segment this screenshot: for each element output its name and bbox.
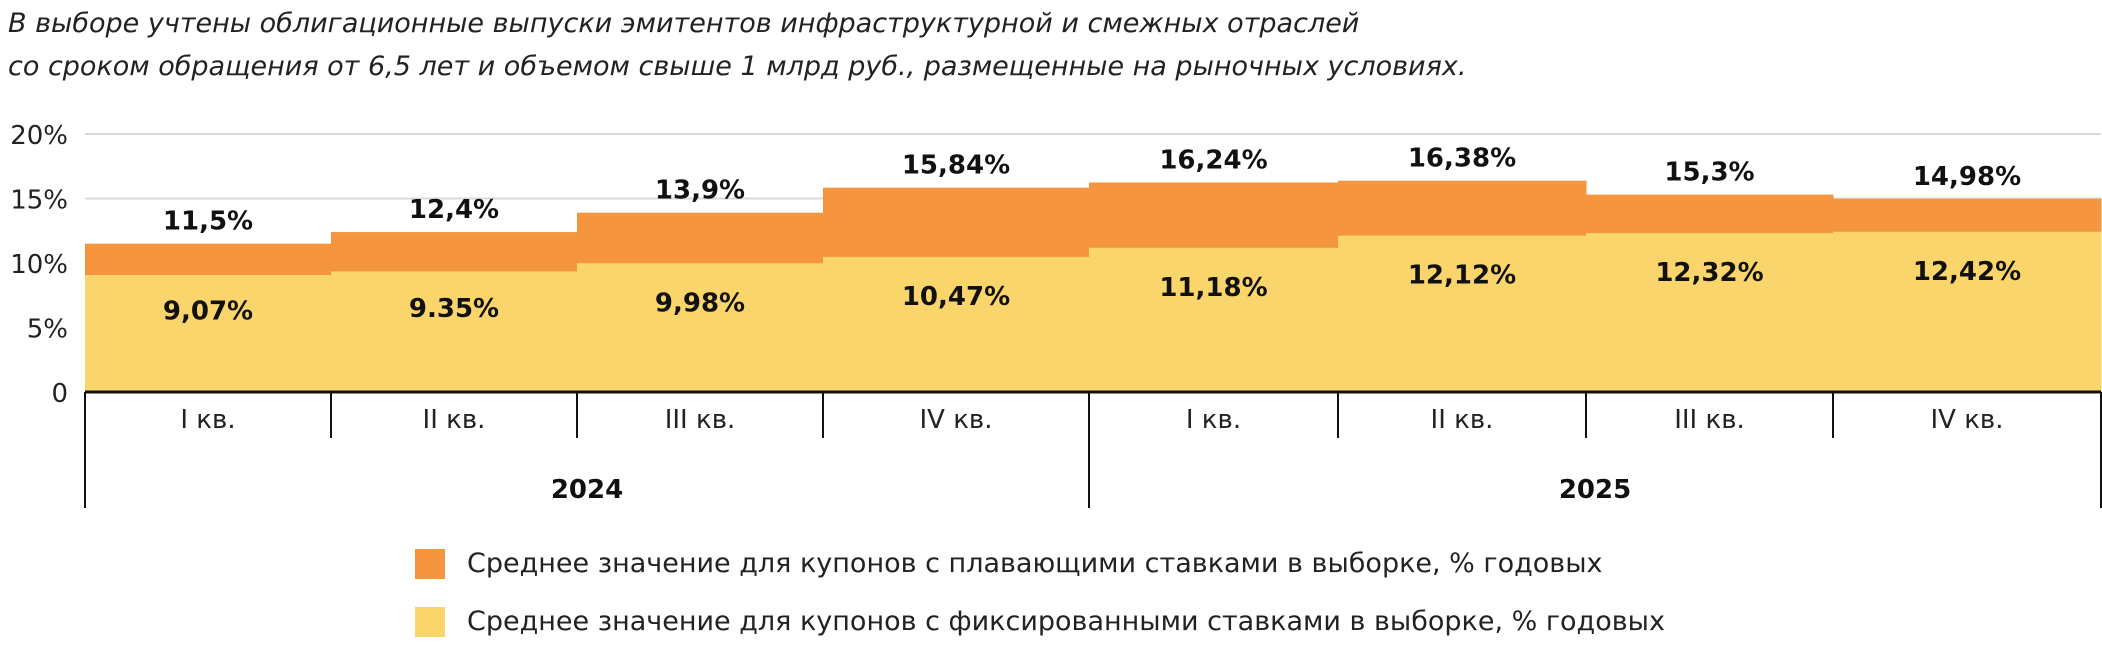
x-tick-label: III кв. xyxy=(1674,405,1745,435)
y-tick-label: 5% xyxy=(27,315,68,345)
legend-swatch-floating xyxy=(415,548,445,579)
floating-data-label: 12,4% xyxy=(409,195,499,225)
fixed-step xyxy=(1338,235,1587,392)
legend-item-floating: Среднее значение для купонов с плавающим… xyxy=(415,548,1603,579)
y-tick-label: 15% xyxy=(10,186,68,216)
fixed-data-label: 9,98% xyxy=(655,288,745,318)
x-tick-label: II кв. xyxy=(1431,405,1494,435)
fixed-step xyxy=(1586,233,1834,392)
floating-data-label: 15,3% xyxy=(1664,158,1754,188)
fixed-step xyxy=(85,274,332,392)
year-group-label: 2024 xyxy=(551,475,623,505)
floating-data-label: 13,9% xyxy=(655,176,745,206)
fixed-data-label: 9.35% xyxy=(409,294,499,324)
x-tick-label: I кв. xyxy=(180,405,235,435)
floating-data-label: 16,24% xyxy=(1159,146,1267,176)
floating-data-label: 16,38% xyxy=(1408,144,1516,174)
legend-label-floating: Среднее значение для купонов с плавающим… xyxy=(467,548,1603,579)
fixed-data-label: 12,32% xyxy=(1655,258,1763,288)
legend-item-fixed: Среднее значение для купонов с фиксирова… xyxy=(415,606,1665,637)
x-tick-label: IV кв. xyxy=(1930,405,2003,435)
note-line-2: со сроком обращения от 6,5 лет и объемом… xyxy=(8,51,1467,82)
y-tick-label: 10% xyxy=(10,250,68,280)
y-tick-label: 20% xyxy=(10,121,68,151)
fixed-data-label: 9,07% xyxy=(163,296,253,326)
legend-swatch-fixed xyxy=(415,606,445,637)
x-tick-label: III кв. xyxy=(665,405,736,435)
fixed-data-label: 12,12% xyxy=(1408,261,1516,291)
x-tick-label: I кв. xyxy=(1186,405,1241,435)
floating-data-label: 11,5% xyxy=(163,207,253,237)
note-line-1: В выборе учтены облигационные выпуски эм… xyxy=(8,8,1360,39)
fixed-step xyxy=(1833,231,2102,392)
fixed-step xyxy=(577,263,824,392)
fixed-data-label: 11,18% xyxy=(1159,273,1267,303)
x-tick-label: IV кв. xyxy=(919,405,992,435)
fixed-step xyxy=(1089,247,1339,392)
year-group-label: 2025 xyxy=(1559,475,1631,505)
fixed-step xyxy=(823,256,1090,392)
fixed-data-label: 10,47% xyxy=(902,282,1010,312)
legend-label-fixed: Среднее значение для купонов с фиксирова… xyxy=(467,606,1665,637)
floating-data-label: 14,98% xyxy=(1913,162,2021,192)
floating-data-label: 15,84% xyxy=(902,151,1010,181)
x-tick-label: II кв. xyxy=(423,405,486,435)
y-tick-label: 0 xyxy=(51,379,68,409)
fixed-step xyxy=(331,271,578,392)
fixed-data-label: 12,42% xyxy=(1913,257,2021,287)
